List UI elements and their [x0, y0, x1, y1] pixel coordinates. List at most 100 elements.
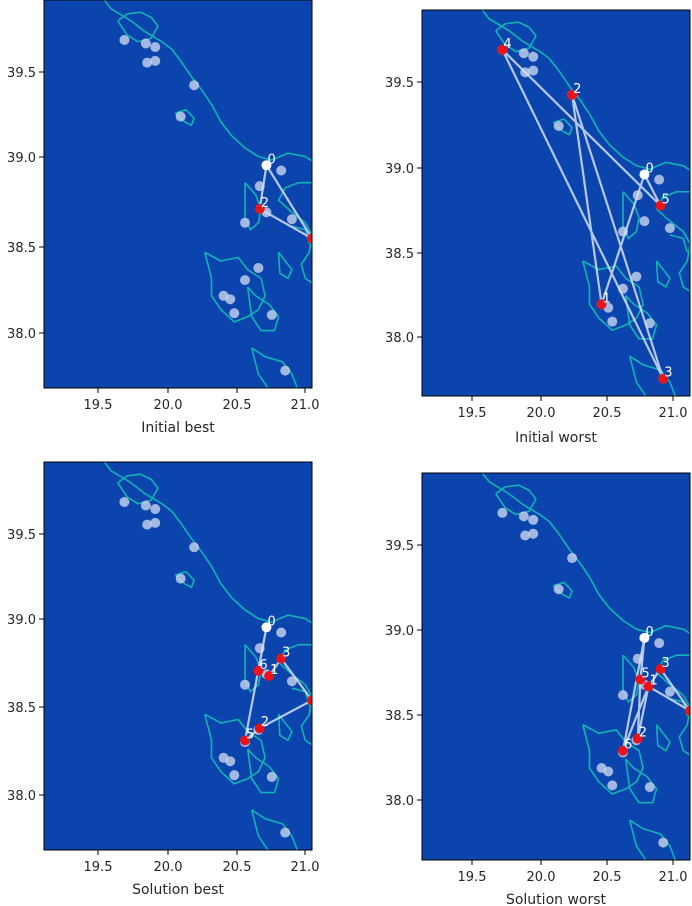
- candidate-point: [520, 530, 531, 541]
- candidate-point: [654, 638, 665, 649]
- candidate-point: [140, 500, 151, 511]
- candidate-point: [253, 262, 264, 273]
- route-stop-label: 2: [573, 82, 581, 97]
- candidate-point: [664, 223, 675, 234]
- coast-segment-2: [117, 473, 159, 505]
- route-stop-marker: [658, 373, 669, 384]
- candidate-point: [142, 57, 153, 68]
- depot-marker: [261, 622, 272, 633]
- coast-segment-6: [246, 286, 280, 332]
- route-stop-marker: [685, 705, 690, 716]
- coast-segment-0: [103, 0, 312, 162]
- candidate-point: [225, 756, 236, 767]
- y-tick-label: 38.0: [7, 327, 36, 342]
- candidate-point: [639, 216, 650, 227]
- candidate-point: [229, 308, 240, 319]
- candidate-point: [654, 174, 665, 185]
- route-line: [258, 164, 312, 240]
- candidate-point: [553, 120, 564, 131]
- candidate-point: [240, 679, 250, 690]
- route-stop-marker: [596, 299, 607, 310]
- route-stop-label: 1: [649, 673, 657, 688]
- candidate-point: [189, 542, 200, 553]
- candidate-point: [607, 316, 618, 327]
- route-stop-marker: [655, 664, 666, 675]
- route-stop-marker: [632, 733, 643, 744]
- coast-segment-4: [244, 182, 262, 231]
- route-stop-label: 3: [664, 366, 672, 381]
- coast-segment-7: [628, 355, 677, 396]
- route-stop-label: 5: [641, 667, 649, 682]
- y-tick-label: 38.5: [385, 709, 414, 724]
- coast-segment-5: [204, 251, 266, 323]
- route-stop-marker: [618, 745, 628, 756]
- route-stop-label: 6: [624, 738, 632, 753]
- candidate-point: [266, 771, 277, 782]
- x-tick-label: 21.0: [291, 398, 320, 413]
- coast-segment-1: [277, 181, 312, 284]
- candidate-point: [528, 528, 539, 539]
- candidate-point: [240, 275, 250, 286]
- candidate-point: [150, 517, 161, 528]
- axes-frame: [421, 472, 691, 861]
- coast-segment-1: [655, 190, 690, 293]
- route-stop-marker: [253, 665, 264, 676]
- candidate-point: [119, 497, 130, 508]
- candidate-point: [658, 837, 669, 848]
- subplot-1: 0 1 2 19.5 20.0 20.5 21.0 38.0 38.5 39.0 39.5 Initi…: [7, 0, 320, 436]
- candidate-point: [528, 51, 539, 62]
- y-tick-label: 39.5: [7, 528, 36, 543]
- coast-segment-5: [204, 713, 266, 785]
- route-stop-marker: [635, 674, 646, 685]
- axes-frame: [421, 9, 691, 397]
- route-stop-label: 1: [603, 291, 611, 306]
- coast-segment-0: [103, 462, 312, 624]
- x-tick-label: 20.5: [593, 406, 622, 421]
- sea-background: [422, 10, 690, 396]
- depot-marker: [639, 169, 650, 180]
- route-stop-marker: [567, 89, 578, 100]
- candidate-point: [518, 48, 529, 59]
- route-stop-marker: [655, 200, 666, 211]
- coast-segment-2: [495, 484, 537, 516]
- candidate-point: [142, 519, 153, 530]
- route-stop-label: 4: [503, 37, 511, 52]
- candidate-point: [607, 780, 618, 791]
- candidate-point: [528, 514, 539, 525]
- route-stop-marker: [307, 695, 312, 706]
- x-tick-label: 19.5: [458, 870, 487, 885]
- x-tick-label: 19.5: [84, 860, 113, 875]
- route-stop-label: 3: [662, 656, 670, 671]
- candidate-point: [497, 507, 508, 518]
- candidate-point: [644, 782, 655, 793]
- candidate-point: [240, 217, 250, 228]
- route-stop-label: 5: [662, 193, 670, 208]
- x-axis-label: Initial best: [141, 420, 215, 436]
- coast-segment-8: [277, 251, 293, 280]
- route-stop-marker: [264, 671, 275, 682]
- coast-segment-1: [655, 654, 690, 756]
- route-stop-label: 1: [270, 663, 278, 678]
- coast-segment-8: [277, 713, 293, 742]
- x-tick-label: 21.0: [291, 860, 320, 875]
- route-stop-marker: [643, 681, 654, 692]
- route-stop-label: 2: [261, 196, 269, 211]
- route-stop-marker: [497, 44, 508, 55]
- axes-frame: [43, 0, 313, 389]
- x-tick-label: 20.5: [593, 870, 622, 885]
- coast-segment-9: [669, 234, 689, 253]
- coast-segment-8: [655, 260, 671, 288]
- candidate-point: [150, 503, 161, 514]
- candidate-point: [664, 686, 675, 697]
- route-stop-marker: [254, 203, 265, 214]
- candidate-point: [175, 111, 186, 122]
- candidate-point: [286, 214, 297, 225]
- y-tick-label: 38.0: [7, 789, 36, 804]
- candidate-point: [140, 38, 151, 49]
- candidate-point: [567, 553, 578, 564]
- y-tick-label: 38.5: [7, 241, 36, 256]
- x-tick-label: 20.0: [527, 406, 556, 421]
- sea-background: [422, 473, 690, 860]
- subplot-2: 0 1 2 3 4 5 19.5 20.0 20.5 21.0 38.0 38.5 39.0 39.5 In…: [385, 9, 691, 446]
- route-stop-label: 5: [246, 727, 254, 742]
